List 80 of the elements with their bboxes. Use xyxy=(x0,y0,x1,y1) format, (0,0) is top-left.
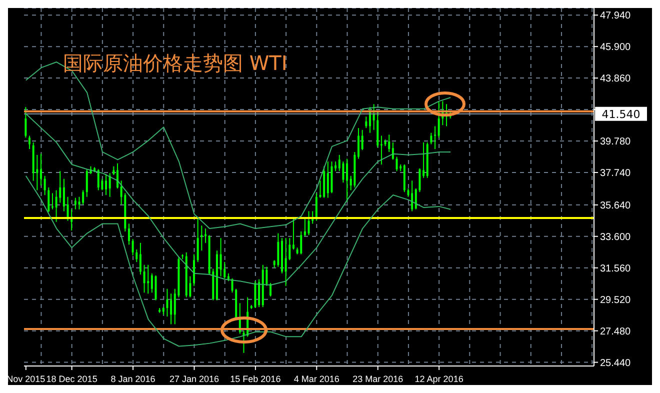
candlestick xyxy=(326,161,329,198)
candlestick xyxy=(434,126,436,150)
candlestick xyxy=(128,223,130,246)
candlestick xyxy=(292,218,294,250)
candlestick xyxy=(284,238,287,286)
candlestick xyxy=(62,178,65,212)
y-tick-label: 27.480 xyxy=(600,326,632,338)
candlestick xyxy=(300,230,302,255)
candlestick xyxy=(166,288,168,317)
candlestick xyxy=(270,282,272,297)
candlestick xyxy=(74,197,76,210)
y-tick-label: 33.600 xyxy=(600,232,632,243)
candlestick xyxy=(396,156,398,172)
y-tick-label: 29.520 xyxy=(600,294,632,306)
x-tick-label: 15 Feb 2016 xyxy=(230,374,281,384)
candlestick xyxy=(150,272,153,294)
candlestick xyxy=(411,180,414,212)
candlestick xyxy=(40,153,42,186)
candlestick xyxy=(136,248,138,262)
y-tick-label: 43.860 xyxy=(600,74,632,85)
candlestick xyxy=(392,142,394,160)
y-tick-label: 47.940 xyxy=(600,10,632,22)
candlestick xyxy=(193,254,196,286)
x-tick-label: 4 Mar 2016 xyxy=(294,374,340,384)
candlestick xyxy=(170,293,172,325)
candlestick xyxy=(147,264,150,294)
candlestick xyxy=(358,128,360,160)
candlestick xyxy=(438,100,440,138)
candlestick xyxy=(196,216,199,262)
candlestick xyxy=(82,190,84,206)
candlestick xyxy=(24,106,27,138)
candlestick xyxy=(372,104,375,130)
line-series xyxy=(25,175,452,347)
line-series xyxy=(25,113,452,286)
candlestick xyxy=(204,228,206,244)
candlestick xyxy=(86,168,88,198)
y-tick-label: 37.740 xyxy=(600,168,632,180)
candlestick xyxy=(334,161,337,172)
candlestick xyxy=(154,274,157,301)
y-tick-label: 25.440 xyxy=(600,358,632,369)
candlestick xyxy=(304,218,306,237)
candlestick xyxy=(48,186,50,213)
candlestick xyxy=(132,238,134,256)
y-tick-label: 39.780 xyxy=(600,136,632,148)
candlestick xyxy=(108,172,111,198)
candlestick xyxy=(308,210,310,236)
candlestick xyxy=(55,190,58,222)
candlestick xyxy=(28,135,31,150)
ref-line-label: 41.540 xyxy=(602,108,640,121)
candlestick xyxy=(342,161,344,184)
candlestick xyxy=(346,158,348,202)
candlestick xyxy=(105,174,108,196)
x-tick-label: 18 Dec 2015 xyxy=(46,374,98,384)
candlestick xyxy=(220,238,222,277)
x-tick-label: 12 Apr 2016 xyxy=(414,374,464,384)
y-tick-label: 31.560 xyxy=(600,263,632,274)
candlestick xyxy=(388,134,390,152)
candlestick xyxy=(422,142,425,178)
y-tick-label: 35.640 xyxy=(600,200,632,212)
candlestick xyxy=(143,264,146,294)
x-tick-label: 8 Jan 2016 xyxy=(110,374,156,384)
candlestick xyxy=(78,196,80,210)
candlestick xyxy=(139,242,142,275)
y-tick-label: 45.900 xyxy=(600,42,632,54)
x-tick-label: 23 Mar 2016 xyxy=(352,374,404,384)
candlestick xyxy=(97,168,100,191)
candlestick xyxy=(365,116,368,129)
x-tick-label: 27 Jan 2016 xyxy=(169,374,220,384)
candlestick xyxy=(59,170,62,204)
candlestick xyxy=(430,132,432,145)
candlestick xyxy=(258,278,260,308)
candlestick xyxy=(361,129,364,151)
candlestick xyxy=(277,232,280,268)
candlestick xyxy=(312,210,314,224)
candlestick xyxy=(200,225,203,252)
candlestick xyxy=(254,280,256,308)
candlestick xyxy=(116,162,118,189)
candlestick xyxy=(315,192,318,222)
candlestick xyxy=(44,175,46,196)
text: 国际原油价格走势图 WTI xyxy=(63,50,288,77)
